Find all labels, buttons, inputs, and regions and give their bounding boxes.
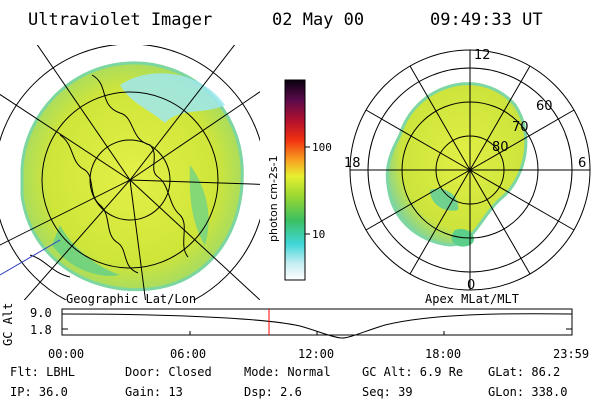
- x-tick-1200: 12:00: [298, 347, 335, 361]
- orbit-timeline: GC Alt 9.0 1.8: [0, 298, 600, 348]
- colorbar-tick-10: 10: [312, 228, 325, 241]
- glat-status: GLat: 86.2: [488, 365, 561, 379]
- seq-status: Seq: 39: [362, 385, 413, 399]
- gc-alt-axis-label: GC Alt: [1, 302, 15, 346]
- mlt-label-0: 0: [467, 278, 475, 293]
- y-tick-9: 9.0: [30, 306, 52, 320]
- instrument-title: Ultraviolet Imager: [28, 10, 213, 30]
- filter-status: Flt: LBHL: [10, 365, 76, 379]
- mode-status: Mode: Normal: [244, 365, 331, 379]
- x-tick-1800: 18:00: [425, 347, 462, 361]
- aurora-oval: [385, 82, 528, 247]
- geographic-panel-label: Geographic Lat/Lon: [66, 292, 197, 306]
- observation-date: 02 May 00: [272, 10, 365, 30]
- gain-status: Gain: 13: [125, 385, 183, 399]
- gc-alt-status: GC Alt: 6.9 Re: [362, 365, 464, 379]
- x-tick-0600: 06:00: [170, 347, 207, 361]
- mlat-label-60: 60: [536, 99, 553, 114]
- coastline: [29, 74, 189, 278]
- mlat-label-80: 80: [492, 140, 509, 155]
- mlt-label-6: 6: [578, 156, 586, 171]
- glon-status: GLon: 338.0: [488, 385, 568, 399]
- gc-alt-curve: [61, 313, 573, 339]
- colorbar-scale: 100 10 photon cm-2s-1: [267, 79, 332, 281]
- ip-status: IP: 36.0: [10, 385, 68, 399]
- observation-time: 09:49:33 UT: [430, 10, 543, 30]
- colorbar-tick-100: 100: [312, 141, 332, 154]
- geographic-aurora-image: [0, 45, 260, 300]
- apex-panel-label: Apex MLat/MLT: [425, 292, 519, 306]
- y-tick-1-8: 1.8: [30, 323, 52, 337]
- mlt-label-12: 12: [474, 48, 491, 63]
- mlat-label-70: 70: [512, 120, 529, 135]
- colorbar: 100 10 photon cm-2s-1: [260, 72, 340, 292]
- x-tick-0000: 00:00: [48, 347, 85, 361]
- x-tick-2359: 23:59: [553, 347, 590, 361]
- door-status: Door: Closed: [125, 365, 212, 379]
- mlt-label-18: 18: [344, 156, 361, 171]
- apex-polar-plot: 12 18 6 0 60 70 80: [344, 48, 591, 293]
- colorbar-unit-label: photon cm-2s-1: [267, 155, 280, 242]
- dsp-status: Dsp: 2.6: [244, 385, 302, 399]
